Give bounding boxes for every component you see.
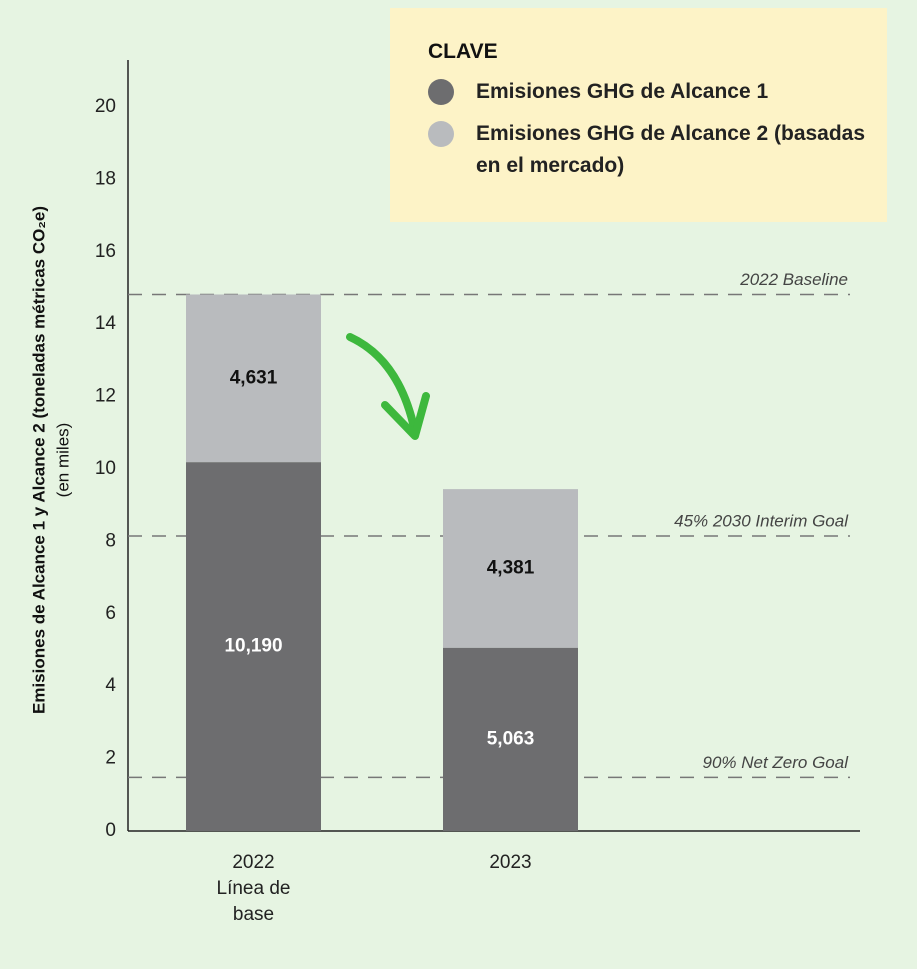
- y-tick-label: 8: [105, 530, 116, 551]
- data-label: 5,063: [487, 728, 535, 749]
- legend-swatch: [428, 121, 454, 147]
- legend-item: Emisiones GHG de Alcance 1: [428, 76, 867, 108]
- legend-item: Emisiones GHG de Alcance 2 (basadas en e…: [428, 118, 867, 182]
- bar-segment: [443, 489, 578, 648]
- legend: CLAVE Emisiones GHG de Alcance 1 Emisione…: [390, 8, 887, 222]
- y-tick-label: 0: [105, 820, 116, 841]
- y-axis-title: Emisiones de Alcance 1 y Alcance 2 (tone…: [29, 206, 48, 714]
- y-tick-label: 6: [105, 603, 116, 624]
- y-tick-label: 12: [95, 386, 116, 407]
- data-label: 4,631: [230, 367, 278, 388]
- y-tick-label: 20: [95, 96, 116, 117]
- y-axis-subtitle: (en miles): [53, 423, 72, 498]
- bar-segment: [186, 294, 321, 463]
- bar-segment: [443, 647, 578, 831]
- y-tick-label: 4: [105, 675, 116, 696]
- x-tick-label: 2022 Línea de base: [216, 852, 291, 925]
- legend-label: Emisiones GHG de Alcance 2 (basadas en e…: [476, 122, 866, 177]
- data-label: 10,190: [224, 636, 282, 657]
- x-tick-label: 2023: [489, 852, 532, 873]
- y-tick-label: 18: [95, 168, 116, 189]
- y-tick-label: 2: [105, 748, 116, 769]
- legend-label: Emisiones GHG de Alcance 1: [476, 80, 769, 103]
- legend-swatch: [428, 79, 454, 105]
- reference-label: 2022 Baseline: [739, 270, 848, 289]
- y-tick-label: 16: [95, 241, 116, 262]
- reference-label: 90% Net Zero Goal: [702, 753, 849, 772]
- y-tick-label: 14: [95, 313, 117, 334]
- arrow: [346, 333, 430, 440]
- reference-label: 45% 2030 Interim Goal: [674, 511, 849, 530]
- data-label: 4,381: [487, 557, 535, 578]
- legend-title: CLAVE: [428, 40, 498, 63]
- y-tick-label: 10: [95, 458, 116, 479]
- bar-segment: [186, 462, 321, 831]
